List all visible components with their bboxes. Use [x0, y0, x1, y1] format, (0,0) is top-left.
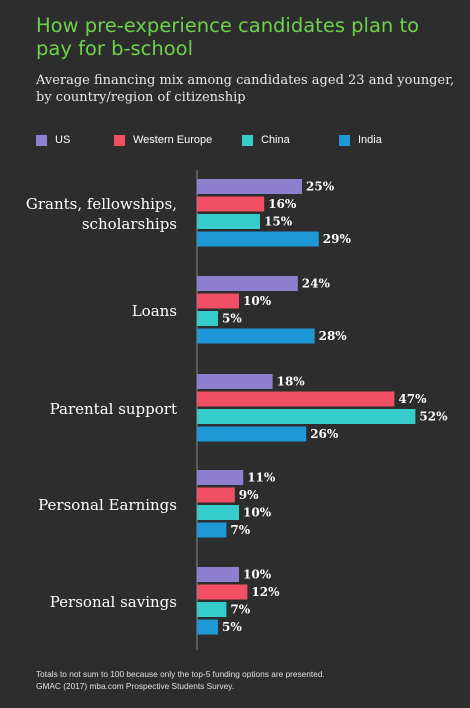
data-label: 7%	[230, 523, 250, 537]
legend-swatch-western-europe	[114, 134, 125, 146]
footnote-source: GMAC (2017) mba.com Prospective Students…	[36, 681, 235, 691]
bar	[197, 602, 227, 617]
category-label: scholarships	[82, 215, 177, 233]
bar	[197, 293, 239, 309]
legend-item-china: China	[242, 133, 290, 147]
category-label: Parental support	[50, 400, 177, 418]
bar	[197, 196, 265, 212]
bar	[197, 179, 302, 194]
data-label: 15%	[264, 215, 293, 229]
data-label: 16%	[268, 197, 297, 211]
data-label: 10%	[243, 506, 272, 520]
chart-subtitle: Average financing mix among candidates a…	[36, 73, 455, 105]
legend-swatch-india	[339, 134, 350, 146]
legend-swatch-china	[242, 134, 253, 146]
legend-item-us: US	[36, 133, 70, 147]
data-label: 10%	[243, 294, 272, 308]
bar	[197, 391, 395, 407]
data-label: 5%	[222, 312, 242, 326]
bar	[197, 487, 235, 503]
bar	[197, 311, 218, 326]
data-label: 52%	[419, 410, 448, 424]
category-label: Personal Earnings	[38, 496, 177, 514]
legend-swatch-us	[36, 134, 47, 146]
data-label: 47%	[398, 392, 427, 406]
bar	[197, 522, 227, 538]
data-label: 28%	[319, 329, 348, 343]
data-label: 26%	[310, 427, 339, 441]
bar	[197, 505, 239, 520]
data-label: 25%	[306, 180, 335, 194]
bar	[197, 214, 260, 229]
bar	[197, 567, 239, 582]
bar	[197, 231, 319, 247]
data-label: 18%	[277, 375, 306, 389]
category-label: Personal savings	[50, 593, 177, 611]
legend-label-western-europe: Western Europe	[133, 134, 213, 146]
data-label: 11%	[247, 471, 276, 485]
data-label: 9%	[239, 488, 259, 502]
category-label: Loans	[132, 302, 177, 320]
data-label: 10%	[243, 568, 272, 582]
bar	[197, 328, 315, 344]
legend-label-china: China	[261, 134, 290, 146]
data-label: 7%	[230, 603, 250, 617]
bar	[197, 409, 416, 424]
data-label: 29%	[323, 232, 352, 246]
legend-label-us: US	[55, 134, 71, 146]
bar	[197, 374, 273, 389]
chart-title: How pre-experience candidates plan to pa…	[36, 14, 420, 60]
data-label: 12%	[251, 585, 280, 599]
footnote: Totals to not sum to 100 because only th…	[36, 668, 466, 692]
legend-label-india: India	[358, 134, 382, 146]
category-label: Grants, fellowships,	[26, 195, 177, 213]
legend-item-western-europe: Western Europe	[114, 133, 212, 147]
bar	[197, 470, 244, 485]
bar	[197, 276, 298, 291]
bar	[197, 619, 218, 635]
bar	[197, 584, 248, 600]
data-label: 24%	[302, 277, 331, 291]
data-label: 5%	[222, 620, 242, 634]
legend-item-india: India	[339, 133, 382, 147]
footnote-note: Totals to not sum to 100 because only th…	[36, 669, 325, 679]
bar	[197, 426, 307, 442]
